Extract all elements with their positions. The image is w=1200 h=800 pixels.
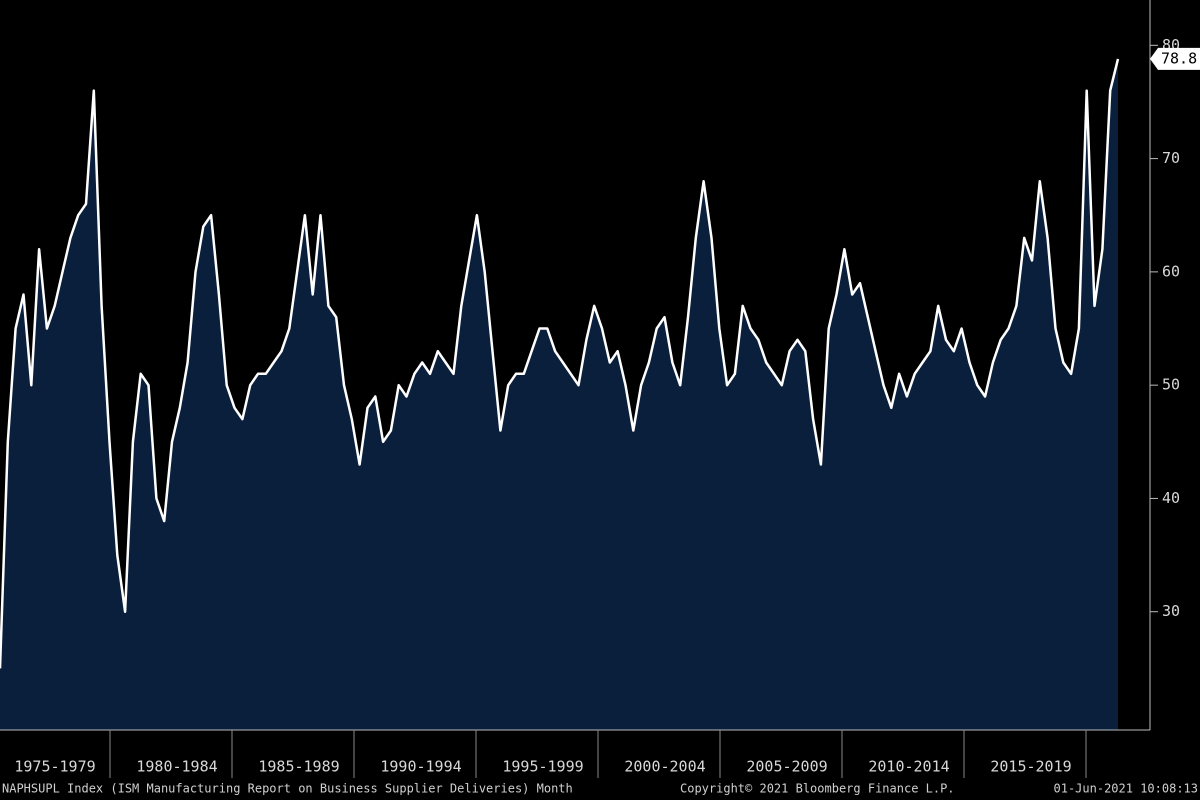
x-period-label: 1990-1994 — [380, 758, 461, 776]
x-period-label: 1985-1989 — [258, 758, 339, 776]
y-tick-label: 70 — [1162, 149, 1180, 167]
x-period-label: 2010-2014 — [868, 758, 949, 776]
line — [0, 58, 1120, 669]
area — [0, 58, 1118, 730]
footer-date: 01-Jun-2021 10:08:13 — [1054, 782, 1199, 796]
x-period-label: 1995-1999 — [502, 758, 583, 776]
y-tick-label: 40 — [1162, 489, 1180, 507]
y-tick-label: 30 — [1162, 602, 1180, 620]
x-period-label: 2015-2019 — [990, 758, 1071, 776]
x-period-label: 2005-2009 — [746, 758, 827, 776]
y-tick-label: 60 — [1162, 262, 1180, 280]
x-period-label: 1975-1979 — [14, 758, 95, 776]
last-value-label: 78.8 — [1161, 49, 1197, 67]
x-period-label: 1980-1984 — [136, 758, 217, 776]
y-tick-label: 50 — [1162, 376, 1180, 394]
footer-copyright: Copyright© 2021 Bloomberg Finance L.P. — [680, 782, 955, 796]
last-value-box — [1150, 47, 1200, 70]
x-period-label: 2000-2004 — [624, 758, 705, 776]
footer-source: NAPHSUPL Index (ISM Manufacturing Report… — [2, 782, 573, 796]
